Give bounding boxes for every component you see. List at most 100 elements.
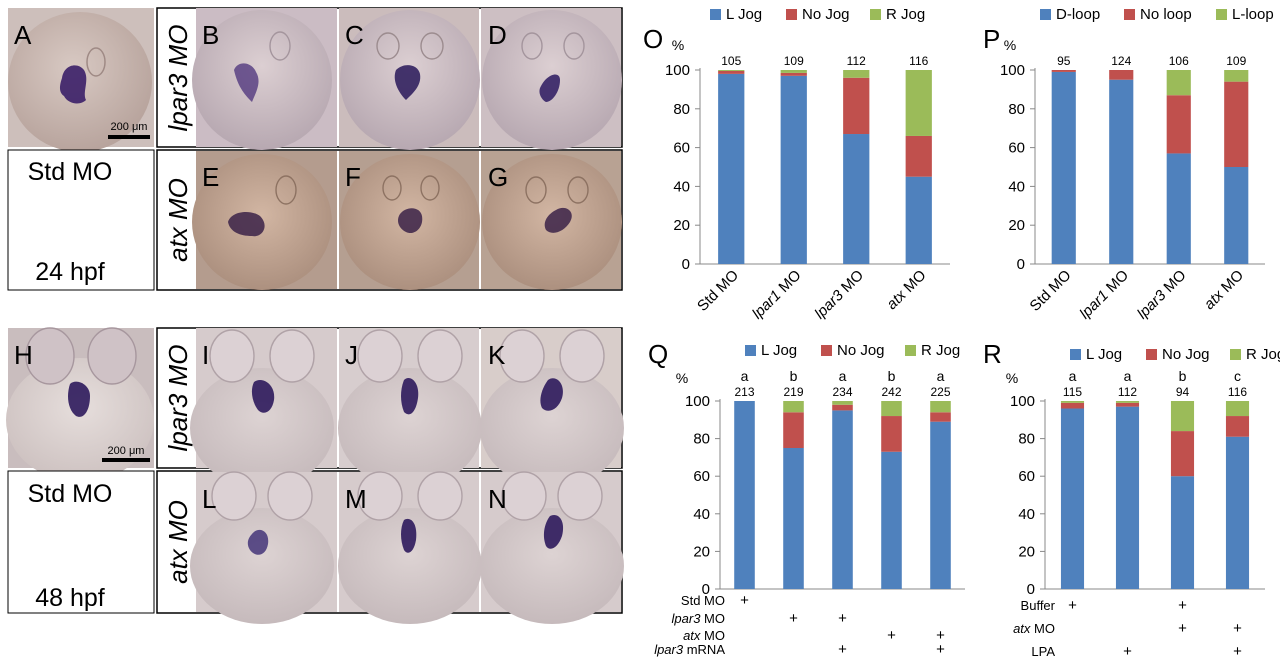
condition-mark-2-3: + xyxy=(1233,643,1242,660)
y-tick-label-1: 20 xyxy=(673,217,690,234)
bar-2-no-loop xyxy=(1166,95,1191,154)
bar-1-no-jog xyxy=(1115,402,1140,407)
y-tick-label-0: 0 xyxy=(702,581,710,598)
panel-letter-i: I xyxy=(202,340,209,370)
legend-label-0: L Jog xyxy=(761,342,797,359)
legend-swatch-0 xyxy=(710,9,721,20)
condition-mark-3-2: + xyxy=(838,641,847,658)
heart-stain-a xyxy=(60,65,87,104)
y-tick-label-4: 80 xyxy=(1008,101,1025,118)
condition-mark-2-1: + xyxy=(1123,643,1132,660)
bar-1-r-jog xyxy=(1115,401,1140,403)
legend-swatch-0 xyxy=(745,345,756,356)
bar-3-no-jog xyxy=(881,416,902,452)
significance-letter-1: b xyxy=(790,368,798,384)
legend-swatch-0 xyxy=(1040,9,1051,20)
condition-mark-1-1: + xyxy=(789,610,798,627)
y-tick-label-1: 20 xyxy=(1008,217,1025,234)
y-tick-label-0: 0 xyxy=(1017,256,1025,273)
embryo-d xyxy=(481,8,622,150)
bar-4-no-jog xyxy=(930,412,951,422)
y-tick-label-2: 40 xyxy=(1008,178,1025,195)
condition-label-1: lpar3 MO xyxy=(672,611,725,626)
bar-2-l-jog xyxy=(843,134,870,264)
chart-q: Q%L Jog No Jog R Jog020406080100213a219b23… xyxy=(648,339,965,658)
panel-letter-f: F xyxy=(345,162,361,192)
bar-1-no-loop xyxy=(1109,70,1134,80)
panel-block-48hpf: 200 μm Std MO 48 hpf xyxy=(6,327,624,624)
bar-1-d-loop xyxy=(1109,79,1134,264)
n-label-4: 225 xyxy=(930,385,950,399)
y-tick-label-1: 20 xyxy=(693,543,710,560)
embryo-c xyxy=(339,8,480,150)
bar-0-l-jog xyxy=(718,73,745,264)
panel-letter-p: P xyxy=(983,24,1000,54)
legend-label-2: R Jog xyxy=(921,342,960,359)
std-mo-label-box-top xyxy=(7,149,155,291)
n-label-2: 112 xyxy=(847,54,866,68)
n-label-0: 95 xyxy=(1057,54,1071,68)
bar-3-l-jog xyxy=(1225,436,1250,589)
condition-mark-3-4: + xyxy=(936,641,945,658)
panel-letter-b: B xyxy=(202,20,219,50)
bar-2-l-jog xyxy=(832,410,853,589)
condition-mark-2-4: + xyxy=(936,627,945,644)
n-label-3: 116 xyxy=(909,54,928,68)
n-label-2: 234 xyxy=(832,385,852,399)
n-label-1: 109 xyxy=(784,54,804,68)
panel-letter-q: Q xyxy=(648,339,668,369)
condition-label-0: Buffer xyxy=(1021,598,1056,613)
embryo-f xyxy=(339,151,480,290)
condition-mark-0-2: + xyxy=(1178,597,1187,614)
chart-o: O % L Jog No Jog R Jog 0 20 40 60 80 100 105 Std MO 1… xyxy=(643,6,950,322)
embryo-b xyxy=(192,8,337,150)
y-tick-label-2: 40 xyxy=(693,506,710,523)
panel-letter-o: O xyxy=(643,24,663,54)
category-label-1: lpar1 MO xyxy=(749,267,805,323)
significance-letter-4: a xyxy=(937,368,945,384)
n-label-0: 105 xyxy=(721,54,741,68)
y-tick-label-5: 100 xyxy=(1000,62,1025,79)
legend-swatch-1 xyxy=(786,9,797,20)
eye-a xyxy=(86,47,106,77)
n-label-3: 116 xyxy=(1228,385,1247,399)
row-label-atx-bottom: atx MO xyxy=(163,500,193,584)
panel-letter-e: E xyxy=(202,162,219,192)
condition-mark-2-3: + xyxy=(887,627,896,644)
y-tick-label-2: 40 xyxy=(1018,506,1035,523)
charts-group: O % L Jog No Jog R Jog 0 20 40 60 80 100 105 Std MO 1… xyxy=(643,6,1280,660)
category-label-2: lpar3 MO xyxy=(1134,267,1190,323)
bar-1-l-jog xyxy=(780,75,807,264)
y-tick-label-0: 0 xyxy=(682,256,690,273)
condition-mark-1-2: + xyxy=(838,610,847,627)
bar-0-r-jog xyxy=(1060,401,1085,403)
row-label-lpar3-top: lpar3 MO xyxy=(163,25,193,132)
condition-label-2: LPA xyxy=(1031,644,1055,659)
n-label-2: 94 xyxy=(1176,385,1190,399)
y-tick-label-3: 60 xyxy=(1008,140,1025,157)
y-tick-label-2: 40 xyxy=(673,178,690,195)
std-mo-label-box-bottom xyxy=(7,470,155,614)
panel-block-24hpf: 200 μm Std MO 24 hpf xyxy=(7,7,623,291)
bar-3-no-jog xyxy=(1225,416,1250,437)
panel-letter-d: D xyxy=(488,20,507,50)
significance-letter-0: a xyxy=(741,368,749,384)
category-label-0: Std MO xyxy=(1027,267,1075,315)
legend-label-1: No Jog xyxy=(1162,346,1210,363)
condition-label-3: lpar3 mRNA xyxy=(654,642,725,657)
embryo-h xyxy=(6,358,154,482)
scale-bar-h-label: 200 μm xyxy=(108,445,145,457)
bar-1-l-jog xyxy=(783,448,804,589)
bar-0-l-jog xyxy=(1060,408,1085,589)
significance-letter-2: a xyxy=(839,368,847,384)
legend-swatch-2 xyxy=(1216,9,1227,20)
y-tick-label-3: 60 xyxy=(1018,468,1035,485)
y-tick-label-0: 0 xyxy=(1027,581,1035,598)
y-unit-label: % xyxy=(1006,370,1018,386)
bar-2-no-jog xyxy=(832,404,853,411)
panel-letter-c: C xyxy=(345,20,364,50)
panel-letter-a: A xyxy=(14,20,32,50)
y-tick-label-1: 20 xyxy=(1018,543,1035,560)
bar-0-no-jog xyxy=(718,70,745,74)
